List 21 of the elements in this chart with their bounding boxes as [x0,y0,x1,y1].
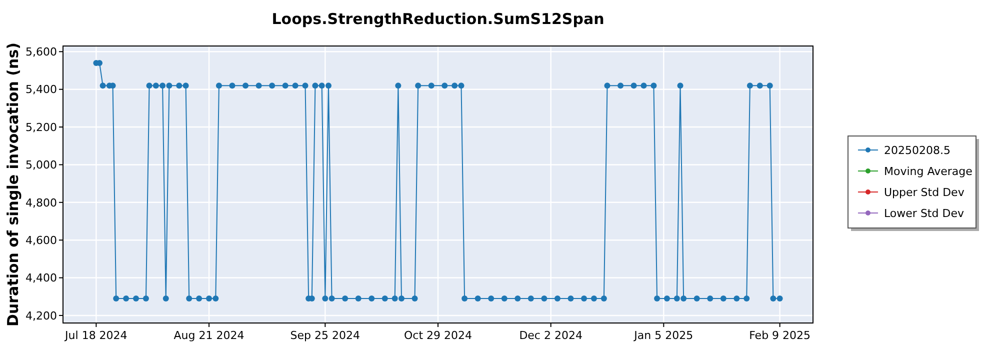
y-tick-label: 4,800 [26,196,57,210]
legend-label: 20250208.5 [884,144,950,157]
x-tick-label: Oct 29 2024 [404,329,472,342]
x-tick-label: Jan 5 2025 [633,329,694,342]
x-tick-label: Sep 25 2024 [290,329,360,342]
legend-label: Upper Std Dev [884,186,965,199]
y-axis-title: Duration of single invocation (ns) [4,42,22,326]
legend-label: Lower Std Dev [884,206,964,220]
y-tick-label: 5,000 [26,158,57,172]
x-tick-label: Feb 9 2025 [749,329,811,342]
chart-title: Loops.StrengthReduction.SumS12Span [272,10,604,28]
y-tick-label: 4,400 [26,272,57,285]
y-tick-label: 5,400 [26,83,57,96]
y-tick-label: 5,600 [26,46,57,59]
y-tick-label: 5,200 [26,120,57,134]
x-tick-label: Dec 2 2024 [519,329,582,342]
legend-label: Moving Average [884,164,973,178]
x-tick-label: Jul 18 2024 [64,329,128,342]
y-tick-label: 4,600 [26,234,57,247]
x-tick-label: Aug 21 2024 [174,329,244,342]
y-tick-label: 4,200 [26,309,57,322]
